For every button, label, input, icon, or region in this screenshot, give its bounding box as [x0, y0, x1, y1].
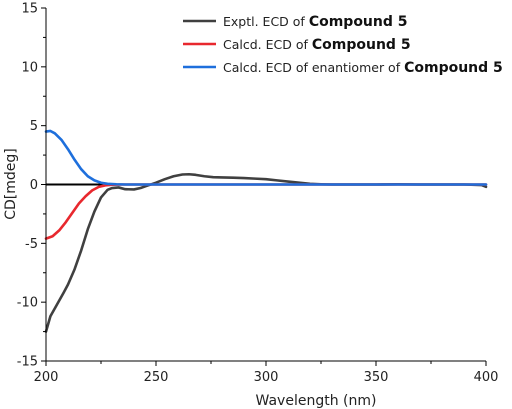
y-tick-label: 0 [30, 178, 38, 193]
y-tick-label: 10 [21, 60, 38, 75]
x-tick-label: 350 [364, 370, 389, 385]
y-ticks: -15 -10 -5 0 5 10 15 [17, 2, 46, 370]
legend-label-1: Exptl. ECD of Compound 5 [223, 14, 408, 30]
x-tick-label: 250 [144, 370, 169, 385]
y-tick-label: 15 [21, 2, 38, 17]
y-tick-label: -5 [25, 237, 38, 252]
series-line-1 [44, 172, 488, 333]
x-tick-label: 200 [34, 370, 59, 385]
x-axis-title: Wavelength (nm) [256, 393, 377, 409]
series-line-2 [44, 183, 488, 240]
x-tick-label: 300 [254, 370, 279, 385]
legend: Exptl. ECD of Compound 5 Calcd. ECD of Co… [183, 14, 503, 76]
series-layer [44, 129, 488, 333]
legend-label-2: Calcd. ECD of Compound 5 [223, 37, 411, 53]
series-line-3 [44, 129, 488, 186]
x-tick-label: 400 [474, 370, 499, 385]
y-tick-label: -15 [17, 355, 38, 370]
y-tick-label: -10 [17, 296, 38, 311]
x-ticks: 200 250 300 350 400 [34, 361, 499, 385]
y-tick-label: 5 [30, 119, 38, 134]
legend-label-3: Calcd. ECD of enantiomer of Compound 5 [223, 60, 503, 76]
y-axis-title: CD[mdeg] [3, 148, 19, 220]
